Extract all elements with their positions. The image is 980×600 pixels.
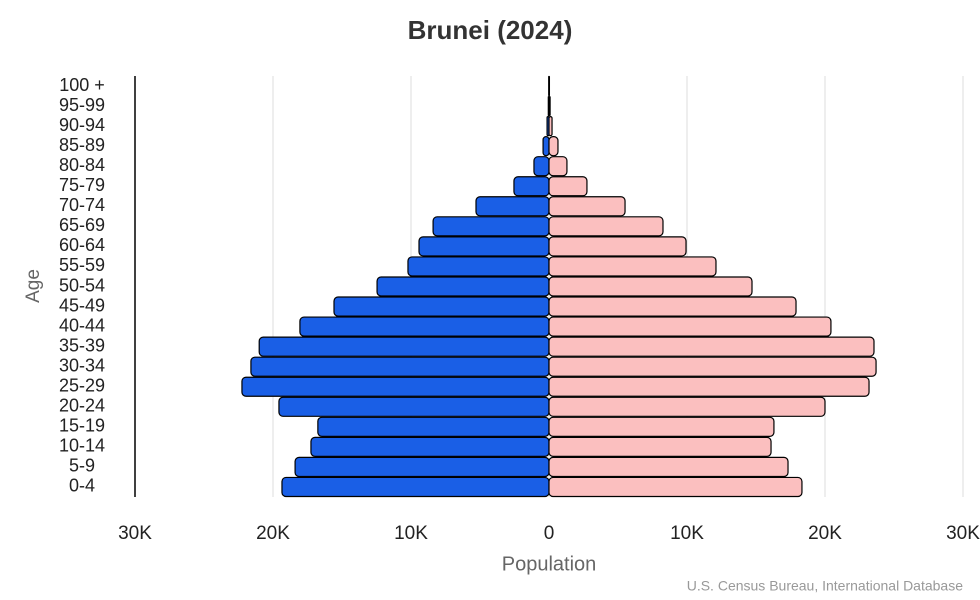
y-tick-label: 0-4 <box>69 476 95 496</box>
bar <box>548 196 626 217</box>
bar <box>533 156 550 177</box>
y-tick-label: 70-74 <box>59 195 105 215</box>
bar <box>548 476 803 498</box>
bar <box>317 416 550 437</box>
bar <box>475 196 550 217</box>
bar <box>548 416 775 437</box>
x-tick-label: 20K <box>256 523 290 544</box>
x-tick-label: 10K <box>394 523 428 544</box>
y-tick-label: 75-79 <box>59 175 105 195</box>
bar <box>548 396 826 417</box>
x-tick-label: 10K <box>670 523 704 544</box>
y-tick-label: 55-59 <box>59 255 105 275</box>
y-tick-label: 45-49 <box>59 295 105 315</box>
x-tick-label: 20K <box>808 523 842 544</box>
bar <box>542 136 550 157</box>
bar <box>407 256 550 277</box>
y-axis-label: Age <box>23 269 44 303</box>
bar <box>548 436 772 458</box>
bar <box>548 156 568 177</box>
bar <box>548 376 870 397</box>
bar <box>548 216 664 237</box>
bar <box>299 316 550 337</box>
y-tick-label: 35-39 <box>59 335 105 355</box>
bar <box>548 236 687 257</box>
bar <box>548 316 832 337</box>
y-tick-label: 15-19 <box>59 416 105 436</box>
x-tick-label: 30K <box>118 523 152 544</box>
y-tick-label: 5-9 <box>69 456 95 476</box>
bar <box>513 176 550 197</box>
bar <box>258 336 550 357</box>
y-tick-label: 85-89 <box>59 135 105 155</box>
bar <box>548 456 789 478</box>
bar <box>548 95 551 117</box>
bar <box>281 476 550 498</box>
x-tick-label: 30K <box>946 523 980 544</box>
y-tick-label: 65-69 <box>59 215 105 235</box>
bar <box>250 356 550 377</box>
bar <box>548 115 553 137</box>
bar <box>548 356 877 377</box>
bar <box>418 236 550 257</box>
bar <box>376 276 550 297</box>
y-tick-label: 90-94 <box>59 115 105 135</box>
bar <box>548 336 875 357</box>
bar <box>548 276 753 297</box>
y-tick-label: 95-99 <box>59 95 105 115</box>
bar <box>278 396 550 417</box>
bar <box>548 296 797 317</box>
y-tick-label: 20-24 <box>59 396 105 416</box>
y-tick-label: 10-14 <box>59 436 105 456</box>
y-tick-label: 80-84 <box>59 155 105 175</box>
x-tick-label: 0 <box>544 523 555 544</box>
bar <box>548 256 717 277</box>
x-axis-label: Population <box>502 553 597 575</box>
y-tick-label: 100 + <box>59 75 105 95</box>
bar <box>310 436 550 458</box>
y-tick-label: 50-54 <box>59 275 105 295</box>
bar <box>548 136 559 157</box>
source-note: U.S. Census Bureau, International Databa… <box>687 578 963 594</box>
bar <box>548 176 588 197</box>
y-tick-label: 30-34 <box>59 355 105 375</box>
bar <box>432 216 550 237</box>
y-tick-label: 25-29 <box>59 375 105 395</box>
y-tick-label: 60-64 <box>59 235 105 255</box>
bar <box>333 296 550 317</box>
y-tick-label: 40-44 <box>59 315 105 335</box>
bar <box>294 456 550 478</box>
chart-title: Brunei (2024) <box>408 15 573 45</box>
bar <box>241 376 550 397</box>
